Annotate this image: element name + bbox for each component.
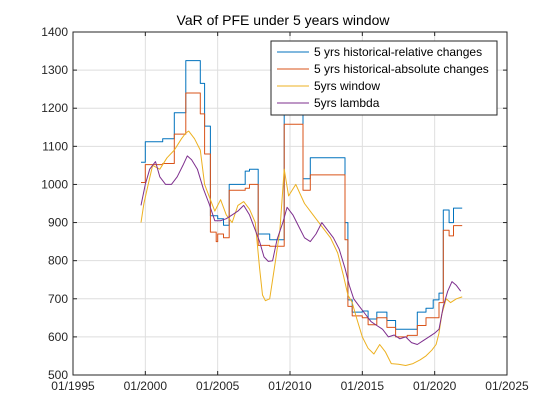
y-tick-label: 700: [48, 292, 68, 306]
y-tick-label: 600: [48, 330, 68, 344]
ticks: 01/1995 01/2000 01/2005 01/2010 01/2015 01/20…: [41, 25, 529, 393]
x-tick-label: 01/2000: [124, 379, 168, 393]
series-line-2: [141, 92, 463, 338]
x-tick-label: 01/2015: [341, 379, 385, 393]
x-tick-label: 01/2005: [196, 379, 240, 393]
legend-label: 5yrs lambda: [314, 96, 380, 110]
y-tick-label: 800: [48, 254, 68, 268]
y-tick-label: 500: [48, 368, 68, 382]
y-tick-label: 1200: [41, 101, 68, 115]
series-layer: [140, 60, 463, 366]
x-tick-label: 01/2020: [413, 379, 457, 393]
y-tick-label: 1000: [41, 177, 68, 191]
series-line-1: [141, 60, 463, 330]
y-tick-label: 1100: [42, 139, 68, 153]
chart-title: VaR of PFE under 5 years window: [177, 12, 391, 28]
legend[interactable]: 5 yrs historical-relative changes 5 yrs h…: [270, 40, 498, 116]
series-line-4: [140, 155, 462, 345]
x-tick-label: 01/1995: [51, 379, 95, 393]
x-tick-label: 01/2010: [268, 379, 312, 393]
y-tick-label: 900: [48, 216, 68, 230]
y-tick-label: 1400: [41, 25, 68, 39]
series-line-3: [140, 130, 463, 366]
x-tick-label: 01/2025: [485, 379, 529, 393]
y-tick-label: 1300: [41, 63, 68, 77]
legend-label: 5yrs window: [314, 79, 380, 93]
legend-label: 5 yrs historical-absolute changes: [314, 62, 489, 76]
legend-label: 5 yrs historical-relative changes: [314, 45, 482, 59]
